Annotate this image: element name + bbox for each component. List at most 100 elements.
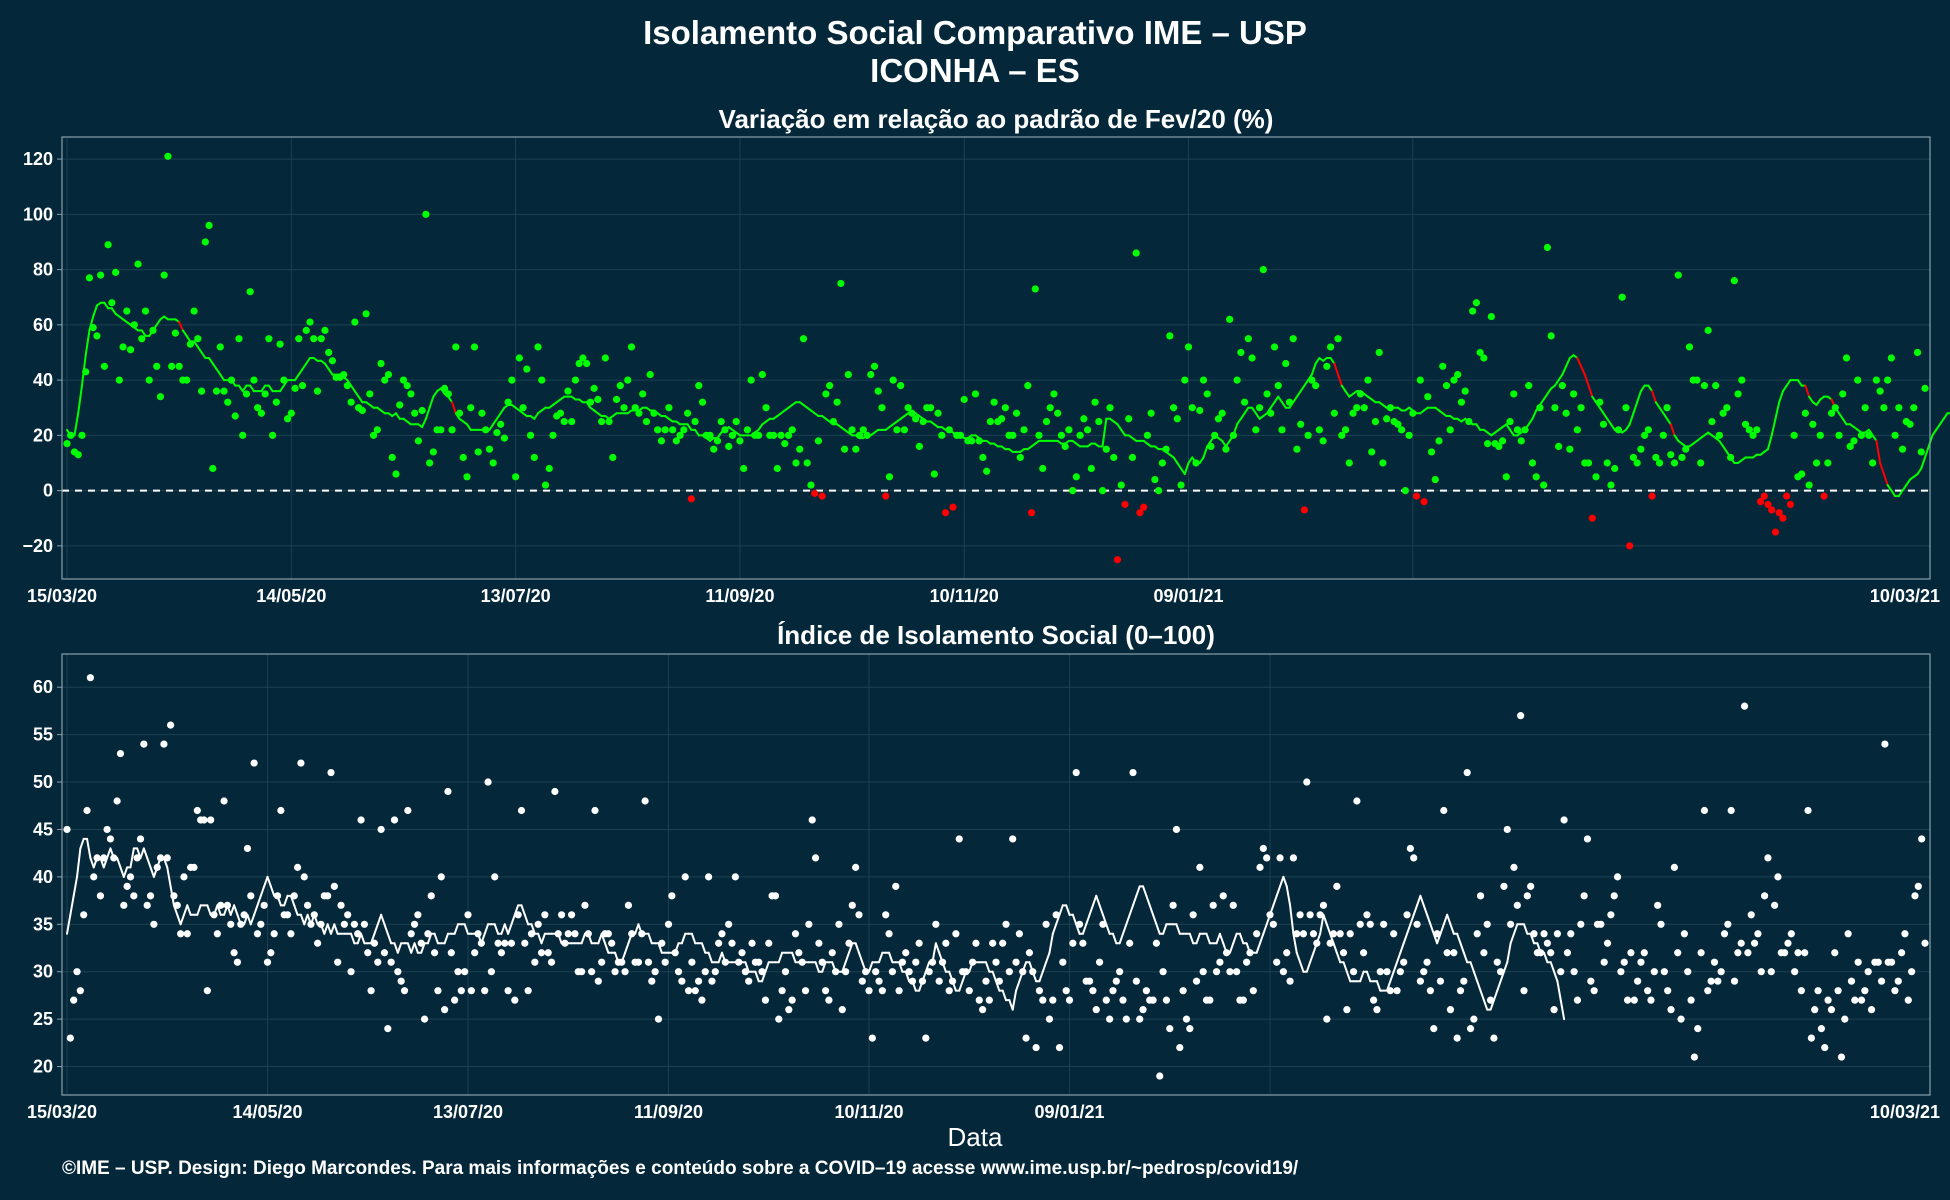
- variation-moving-average-segment: [1718, 439, 1725, 448]
- index-data-point: [1440, 806, 1448, 815]
- variation-data-point: [956, 431, 965, 439]
- index-data-point: [434, 987, 442, 995]
- variation-moving-average-segment: [1651, 390, 1657, 404]
- variation-data-point: [732, 417, 740, 426]
- index-data-point: [447, 949, 455, 957]
- index-data-point: [1380, 920, 1388, 928]
- variation-data-point: [1824, 459, 1832, 467]
- index-data-point: [1032, 1043, 1040, 1052]
- variation-data-point: [224, 398, 232, 406]
- variation-data-point: [926, 404, 935, 412]
- variation-moving-average-segment: [196, 345, 203, 354]
- index-data-point: [1700, 806, 1709, 815]
- variation-data-point: [579, 354, 587, 362]
- index-data-point: [912, 958, 920, 966]
- index-moving-average-segment: [1305, 961, 1312, 973]
- index-moving-average-segment: [1262, 923, 1268, 935]
- variation-data-point: [1360, 404, 1368, 412]
- index-data-point: [304, 901, 312, 909]
- variation-moving-average-segment: [1808, 395, 1814, 404]
- variation-data-point: [912, 415, 920, 423]
- index-data-point: [684, 987, 693, 995]
- index-data-point: [1660, 968, 1668, 976]
- index-data-point: [1356, 920, 1364, 928]
- variation-moving-average-segment: [193, 340, 199, 348]
- variation-data-point: [246, 288, 254, 296]
- variation-data-point: [1353, 404, 1361, 412]
- index-data-point: [721, 958, 729, 966]
- variation-data-point: [594, 395, 602, 404]
- index-data-point: [875, 977, 883, 985]
- index-moving-average-segment: [1509, 932, 1515, 945]
- variation-data-point: [683, 409, 692, 417]
- index-moving-average-segment: [1195, 932, 1201, 945]
- index-moving-average-segment: [1522, 923, 1529, 935]
- index-moving-average-segment: [1011, 989, 1018, 1011]
- index-data-point: [1015, 930, 1023, 938]
- variation-moving-average-segment: [1838, 412, 1844, 420]
- variation-data-point: [837, 279, 845, 288]
- index-data-point: [1737, 939, 1745, 947]
- index-moving-average-segment: [116, 856, 122, 869]
- variation-data-point: [1599, 420, 1608, 428]
- variation-data-point: [620, 404, 628, 412]
- variation-data-point: [287, 409, 295, 417]
- variation-moving-average-segment: [1841, 417, 1848, 426]
- index-data-point: [170, 892, 178, 900]
- variation-data-point: [1076, 431, 1084, 439]
- variation-moving-average-segment: [499, 406, 506, 415]
- index-data-point: [1527, 882, 1535, 890]
- index-data-point: [1095, 958, 1104, 966]
- index-data-point: [1249, 987, 1257, 995]
- index-data-point: [1206, 996, 1214, 1004]
- variation-data-point: [1839, 390, 1847, 398]
- variation-data-point: [1158, 459, 1166, 467]
- variation-data-point: [1379, 459, 1387, 467]
- index-data-point: [330, 882, 338, 890]
- variation-data-point: [755, 431, 763, 439]
- variation-moving-average-segment: [1251, 406, 1257, 415]
- index-data-point: [1156, 1072, 1164, 1080]
- variation-data-point: [1326, 343, 1335, 351]
- variation-data-point: [934, 409, 942, 417]
- index-data-point: [521, 939, 529, 947]
- variation-data-point: [893, 426, 901, 434]
- variation-moving-average-segment: [1546, 387, 1553, 395]
- variation-data-point: [1267, 409, 1275, 417]
- index-data-point: [1316, 911, 1324, 919]
- variation-data-point: [1046, 404, 1054, 412]
- variation-moving-average-segment: [297, 368, 304, 376]
- variation-data-point: [1801, 409, 1809, 417]
- variation-data-point: [870, 362, 879, 370]
- index-y-tick-label: 50: [33, 772, 53, 792]
- index-data-point: [895, 987, 903, 995]
- index-data-point: [1517, 712, 1525, 720]
- variation-data-point: [1113, 556, 1122, 564]
- index-data-point: [922, 1034, 930, 1042]
- variation-data-point: [1487, 312, 1495, 321]
- index-data-point: [177, 930, 185, 938]
- index-data-point: [898, 958, 907, 966]
- index-data-point: [651, 968, 659, 976]
- index-data-point: [1567, 930, 1575, 938]
- index-moving-average-segment: [991, 970, 997, 983]
- index-data-point: [1072, 768, 1080, 777]
- variation-data-point: [239, 431, 247, 439]
- index-data-point: [1560, 816, 1568, 824]
- index-data-point: [1403, 911, 1411, 919]
- variation-data-point: [93, 332, 101, 340]
- variation-data-point: [414, 437, 423, 445]
- index-data-point: [1179, 987, 1187, 995]
- index-data-point: [203, 987, 211, 995]
- index-data-point: [240, 911, 248, 919]
- variation-data-point: [362, 310, 370, 318]
- index-data-point: [207, 816, 215, 824]
- index-data-point: [1687, 996, 1695, 1004]
- variation-data-point: [1472, 299, 1480, 307]
- index-moving-average-segment: [1506, 942, 1512, 964]
- index-data-point: [1136, 1015, 1144, 1023]
- index-data-point: [390, 816, 399, 824]
- index-data-point: [778, 987, 786, 995]
- variation-data-point: [1798, 470, 1806, 478]
